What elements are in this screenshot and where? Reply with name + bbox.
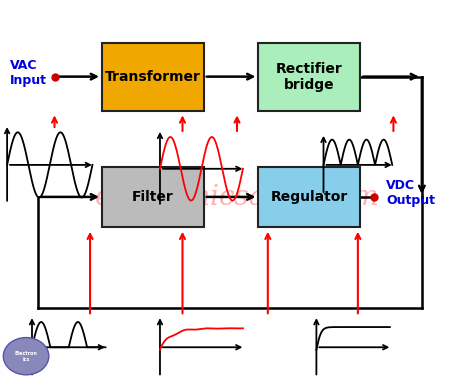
Text: Electron
ics: Electron ics (15, 351, 37, 362)
Text: Rectifier
bridge: Rectifier bridge (276, 62, 343, 92)
Text: VDC
Output: VDC Output (386, 179, 435, 207)
Text: Filter: Filter (132, 190, 174, 204)
Text: Transformer: Transformer (105, 69, 201, 84)
FancyBboxPatch shape (102, 167, 204, 227)
Text: Regulator: Regulator (271, 190, 348, 204)
FancyBboxPatch shape (258, 43, 360, 111)
Text: VAC
Input: VAC Input (9, 59, 46, 87)
Circle shape (3, 338, 49, 375)
FancyBboxPatch shape (258, 167, 360, 227)
Text: electronicsarea.com: electronicsarea.com (94, 184, 380, 211)
FancyBboxPatch shape (102, 43, 204, 111)
